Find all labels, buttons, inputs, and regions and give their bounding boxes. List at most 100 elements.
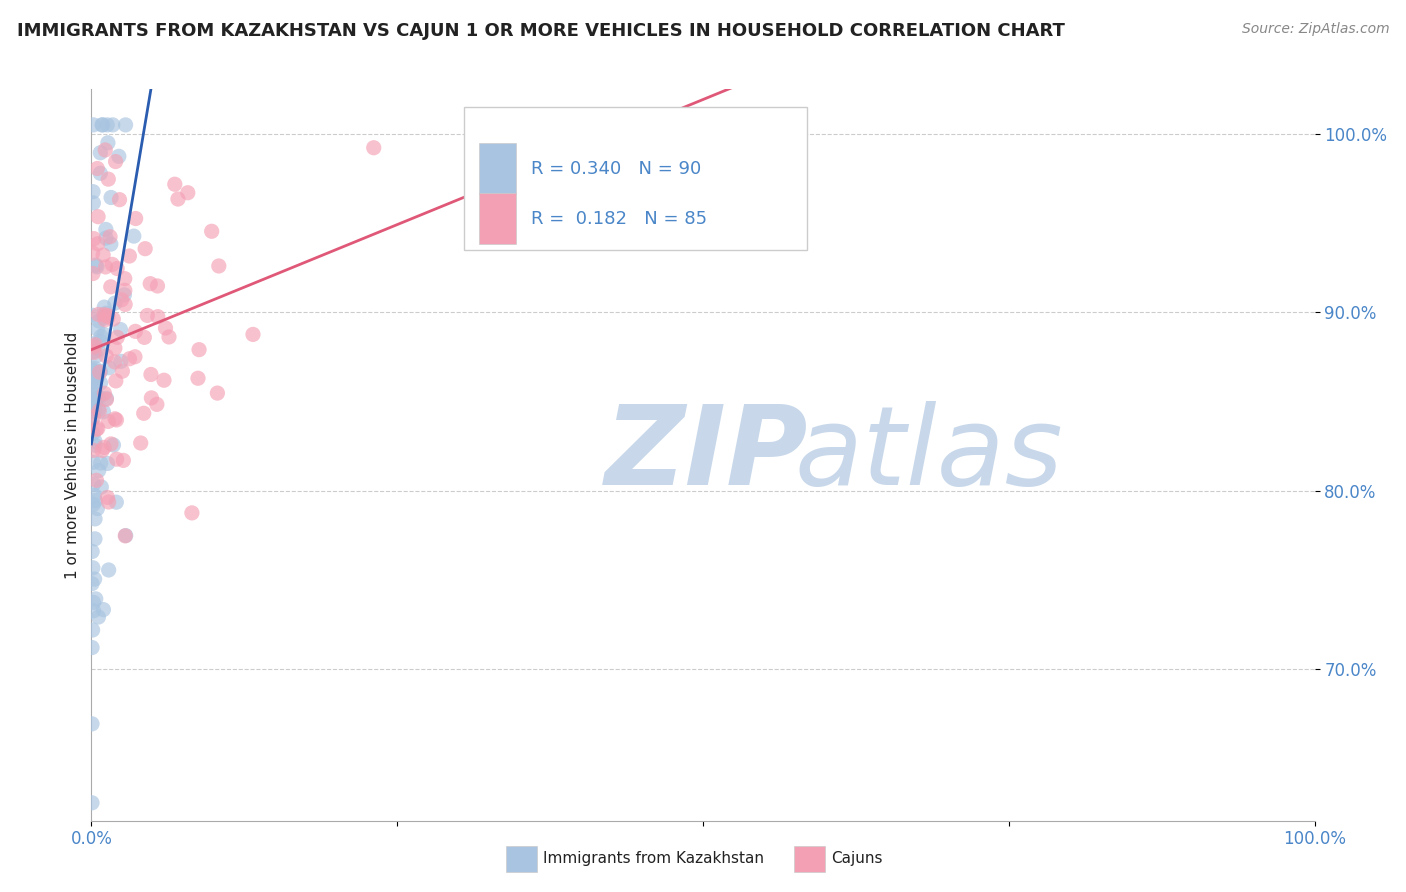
Point <box>177 186 200 200</box>
Point <box>96 392 118 406</box>
Point <box>80 796 103 810</box>
Point <box>83 340 105 354</box>
Point <box>87 343 110 357</box>
Point <box>114 529 136 543</box>
Point <box>103 312 125 326</box>
Point <box>114 528 136 542</box>
Point <box>104 296 127 310</box>
Point <box>104 374 127 388</box>
Point <box>155 321 177 335</box>
FancyBboxPatch shape <box>479 194 516 244</box>
Point <box>83 396 105 410</box>
Point <box>82 336 104 351</box>
Point <box>108 149 131 163</box>
Point <box>97 360 120 375</box>
Point <box>91 248 114 262</box>
Text: R =  0.182   N = 85: R = 0.182 N = 85 <box>530 210 707 227</box>
Point <box>89 166 111 180</box>
Point <box>90 480 112 494</box>
Point <box>87 402 110 417</box>
Point <box>93 405 115 419</box>
Point <box>100 280 122 294</box>
Point <box>104 154 127 169</box>
Point <box>82 344 104 359</box>
Point <box>84 369 107 384</box>
Point <box>93 300 115 314</box>
Point <box>83 572 105 586</box>
Point <box>122 229 145 244</box>
Point <box>134 242 156 256</box>
Point <box>87 610 110 624</box>
Point <box>89 364 111 378</box>
Point <box>134 330 156 344</box>
Point <box>83 361 105 376</box>
Point <box>97 136 120 150</box>
Point <box>187 371 209 385</box>
Point <box>96 392 118 407</box>
Point <box>136 309 159 323</box>
Point <box>86 260 108 274</box>
Point <box>97 495 120 509</box>
Point <box>112 288 135 302</box>
Point <box>80 387 103 401</box>
Point <box>94 306 117 320</box>
Point <box>93 602 115 616</box>
Point <box>82 497 104 511</box>
Point <box>87 463 110 477</box>
Point <box>80 375 103 389</box>
Point <box>208 259 231 273</box>
Point <box>104 341 127 355</box>
Point <box>82 595 104 609</box>
Point <box>82 455 104 469</box>
Point <box>84 512 107 526</box>
Point <box>82 196 104 211</box>
Point <box>97 563 120 577</box>
Point <box>96 118 118 132</box>
Point <box>124 350 146 364</box>
Point <box>93 441 115 455</box>
Point <box>84 532 107 546</box>
Point <box>82 246 104 260</box>
Point <box>96 308 118 322</box>
Point <box>82 267 104 281</box>
Point <box>83 488 105 502</box>
Point <box>111 293 134 307</box>
Point <box>114 297 136 311</box>
Point <box>90 376 112 390</box>
Point <box>100 190 122 204</box>
Point <box>89 145 111 160</box>
Point <box>82 364 104 378</box>
Point <box>100 437 122 451</box>
Point <box>104 355 127 369</box>
Point <box>93 386 115 401</box>
Point <box>86 236 108 251</box>
Point <box>101 118 124 132</box>
FancyBboxPatch shape <box>479 144 516 194</box>
Point <box>201 224 224 238</box>
Point <box>97 414 120 428</box>
Point <box>104 411 127 425</box>
Point <box>363 141 385 155</box>
Point <box>100 237 122 252</box>
Point <box>96 349 118 363</box>
Point <box>97 310 120 324</box>
Point <box>90 329 112 343</box>
Point <box>82 384 104 399</box>
Point <box>105 330 128 344</box>
Point <box>118 351 141 366</box>
Point <box>80 716 103 731</box>
Point <box>80 640 103 655</box>
Point <box>80 576 103 591</box>
Point <box>207 386 229 401</box>
Point <box>84 258 107 272</box>
Point <box>146 279 169 293</box>
Point <box>84 591 107 606</box>
Text: IMMIGRANTS FROM KAZAKHSTAN VS CAJUN 1 OR MORE VEHICLES IN HOUSEHOLD CORRELATION : IMMIGRANTS FROM KAZAKHSTAN VS CAJUN 1 OR… <box>17 22 1064 40</box>
Point <box>83 443 105 458</box>
Point <box>103 438 125 452</box>
Point <box>114 271 136 285</box>
Point <box>84 395 107 409</box>
Text: atlas: atlas <box>794 401 1063 508</box>
Point <box>86 161 108 176</box>
Point <box>82 426 104 441</box>
